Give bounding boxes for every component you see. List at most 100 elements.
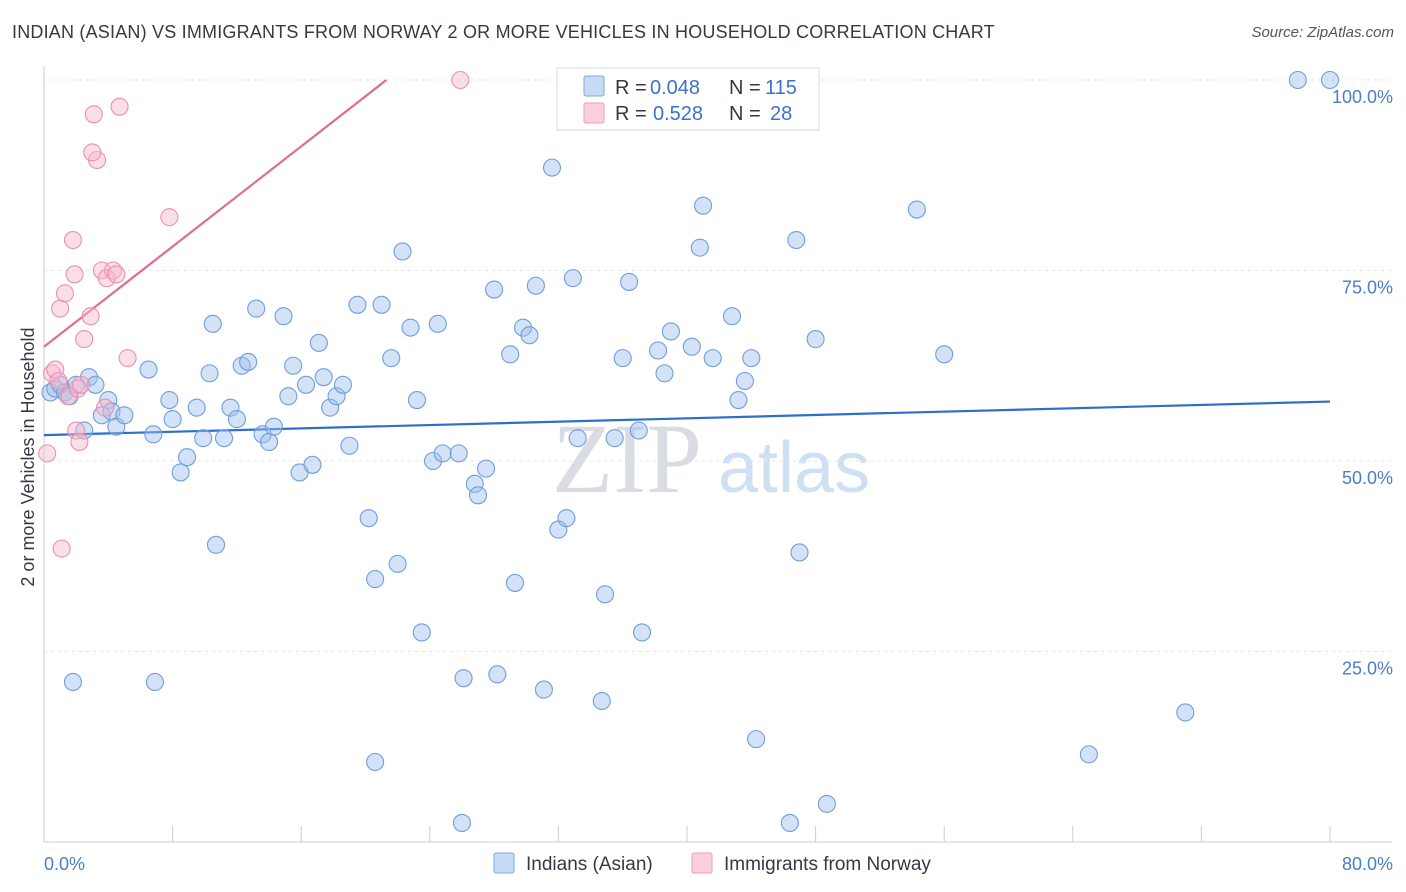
legend-n-value-norway: 28 [770,103,792,125]
data-point-indians-52 [393,242,412,261]
data-point-indians-74 [557,509,576,528]
data-point-indians-53 [401,318,420,337]
data-point-indians-36 [284,356,303,375]
data-point-indians-89 [694,196,713,215]
data-point-norway-27 [49,371,68,391]
legend-r-label-norway: R = [615,103,647,125]
data-point-indians-15 [144,425,163,444]
x-tick-label-min: 0.0% [44,854,85,874]
data-point-indians-19 [178,448,197,467]
legend-swatch-indians [583,75,605,97]
data-point-indians-107 [63,672,82,692]
data-point-indians-32 [259,432,279,452]
data-point-indians-86 [661,322,680,341]
data-point-indians-68 [513,318,533,337]
data-point-indians-79 [605,429,624,448]
data-point-indians-59 [449,444,468,463]
data-point-indians-85 [655,364,674,383]
legend-r-value-indians: 0.048 [650,77,700,99]
data-point-indians-110 [452,813,472,833]
data-point-indians-47 [359,509,378,528]
legend-r-value-norway: 0.528 [653,103,703,125]
data-point-indians-17 [163,410,182,429]
data-point-norway-3 [51,299,70,318]
data-point-norway-12 [81,307,100,326]
data-point-norway-4 [52,539,71,558]
data-point-indians-51 [388,554,407,573]
data-point-indians-92 [729,390,748,410]
data-point-norway-23 [71,375,91,394]
bottom-legend-label-norway: Immigrants from Norway [724,854,931,875]
data-point-norway-13 [84,105,103,124]
data-point-indians-78 [595,585,615,604]
data-point-indians-61 [465,474,484,493]
data-point-indians-98 [790,543,809,562]
data-point-indians-70 [526,276,545,295]
data-point-norway-9 [67,421,86,440]
data-point-norway-21 [118,349,137,368]
data-point-indians-108 [145,672,164,692]
legend-n-value-indians: 115 [765,77,797,99]
data-point-indians-42 [321,398,340,417]
data-point-indians-88 [690,238,709,257]
data-point-indians-84 [649,341,668,360]
data-point-norway-8 [65,265,84,284]
data-point-indians-45 [340,436,359,455]
data-point-indians-93 [735,371,754,391]
data-point-norway-0 [38,444,57,463]
data-point-indians-94 [742,349,761,368]
data-point-indians-81 [620,272,639,291]
data-point-indians-87 [682,337,701,356]
data-point-indians-18 [171,463,190,482]
y-tick-label-75: 75.0% [1342,278,1393,298]
data-point-indians-95 [747,730,766,749]
data-point-norway-24 [83,143,102,162]
legend: R = 0.048 N = 115 R = 0.528 N = 28 [556,67,820,131]
data-point-indians-76 [568,429,587,448]
trend-line-norway [43,79,388,348]
legend-swatch-norway [583,102,605,124]
trend-lines [43,79,1331,437]
data-point-indians-66 [501,345,520,364]
data-point-indians-34 [274,307,293,326]
data-point-indians-27 [227,410,246,429]
trend-line-indians [43,400,1331,437]
bottom-legend-label-indians: Indians (Asian) [526,854,653,875]
data-point-indians-80 [613,349,632,368]
data-point-indians-50 [382,349,401,368]
data-point-indians-41 [314,368,333,387]
legend-r-label-indians: R = [615,77,647,99]
data-point-norway-16 [96,398,115,417]
data-point-indians-33 [264,417,283,436]
data-point-indians-55 [412,623,431,642]
data-point-indians-77 [592,691,611,711]
watermark: ZIP atlas [552,403,870,514]
x-tick-label-max: 80.0% [1342,854,1393,874]
data-point-norway-5 [55,284,74,303]
data-point-indians-90 [703,349,722,368]
data-point-indians-96 [780,813,799,833]
data-point-indians-20 [187,398,206,417]
data-point-indians-103 [1079,745,1098,764]
bottom-legend: Indians (Asian) Immigrants from Norway [493,852,931,875]
data-point-indians-71 [534,680,553,699]
data-point-norway-6 [59,387,78,406]
bottom-legend-swatch-indians [493,852,515,874]
data-point-indians-29 [239,352,258,371]
data-point-indians-106 [1320,70,1340,90]
data-point-indians-104 [1176,703,1195,722]
data-point-indians-22 [200,364,219,383]
data-point-norway-2 [46,360,65,379]
data-point-indians-30 [247,299,266,318]
data-point-indians-62 [468,486,488,505]
data-point-indians-49 [372,295,391,314]
points-layer [38,70,1340,833]
data-point-indians-21 [194,429,213,448]
data-point-norway-10 [70,432,89,452]
data-point-indians-99 [817,794,836,813]
data-point-indians-82 [629,421,648,440]
y-axis-title: 2 or more Vehicles in Household [18,327,38,586]
data-point-indians-91 [722,307,742,326]
data-point-indians-14 [139,360,158,379]
data-point-indians-39 [303,455,322,474]
